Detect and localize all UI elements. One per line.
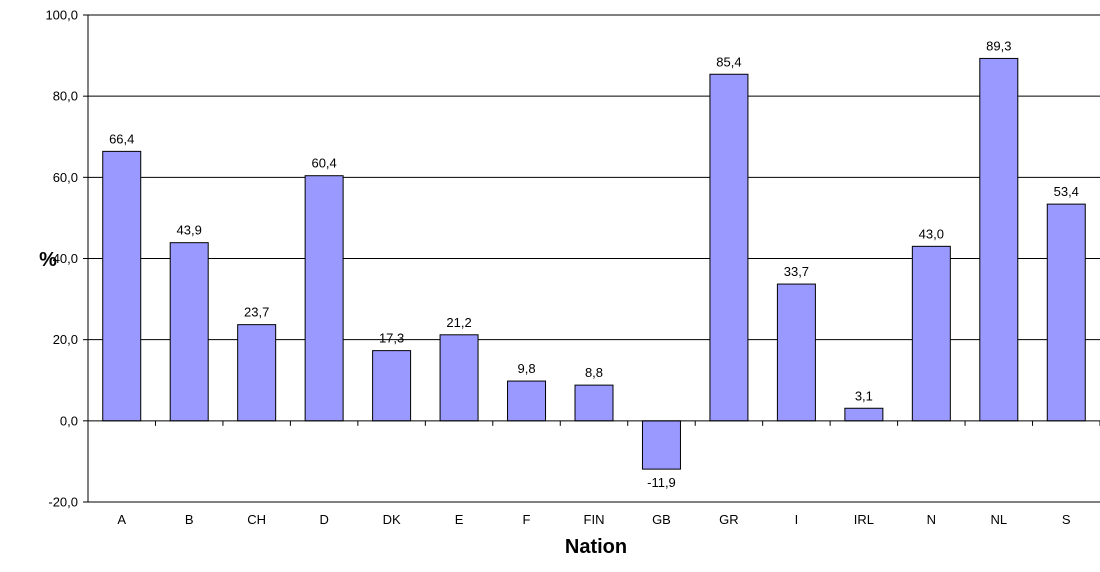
- bar-gr: [709, 73, 749, 422]
- data-label: 66,4: [109, 131, 134, 146]
- data-label: 53,4: [1054, 184, 1079, 199]
- bar-b: [169, 242, 209, 422]
- data-label: 33,7: [784, 264, 809, 279]
- bar-a: [102, 150, 142, 422]
- data-label: 21,2: [446, 315, 471, 330]
- bar-s: [1046, 203, 1086, 422]
- x-tick-label: IRL: [854, 512, 874, 527]
- data-label: 8,8: [585, 365, 603, 380]
- x-tick-label: F: [523, 512, 531, 527]
- data-label: 3,1: [855, 388, 873, 403]
- y-tick-label: -20,0: [48, 495, 78, 510]
- data-label: 60,4: [311, 156, 336, 171]
- y-tick-label: 60,0: [53, 170, 78, 185]
- bar-i: [776, 283, 816, 422]
- y-axis-title: %: [39, 249, 57, 271]
- y-tick-label: 80,0: [53, 89, 78, 104]
- bar-fin: [574, 384, 614, 422]
- x-tick-label: B: [185, 512, 194, 527]
- x-tick-label: E: [455, 512, 464, 527]
- x-tick-label: S: [1062, 512, 1071, 527]
- data-label: 85,4: [716, 54, 741, 69]
- y-tick-labels: -20,0 0,0 20,0 40,0 60,0 80,0 100,0: [45, 8, 78, 510]
- data-label: 17,3: [379, 331, 404, 346]
- bar-e: [439, 334, 479, 422]
- bar-d: [304, 175, 344, 422]
- x-tick-label: D: [319, 512, 328, 527]
- y-tick-label: 40,0: [53, 251, 78, 266]
- bar-f: [507, 380, 547, 422]
- x-tick-label: GR: [719, 512, 739, 527]
- x-tick-labels: A B CH D DK E F FIN GB GR I IRL N NL S: [117, 512, 1071, 527]
- x-tick-label: FIN: [584, 512, 605, 527]
- y-tick-label: 0,0: [60, 413, 78, 428]
- bars: [102, 57, 1086, 470]
- x-tick-label: DK: [383, 512, 401, 527]
- x-axis-title: Nation: [565, 536, 627, 558]
- data-label: 89,3: [986, 38, 1011, 53]
- bar-nl: [979, 57, 1019, 422]
- data-label: 43,0: [919, 226, 944, 241]
- data-labels: 66,4 43,9 23,7 60,4 17,3 21,2 9,8 8,8 -11,9 85,4 3…: [109, 38, 1079, 490]
- y-tick-label: 20,0: [53, 332, 78, 347]
- y-tick-label: 100,0: [45, 8, 78, 23]
- x-tick-label: I: [795, 512, 799, 527]
- data-label: 9,8: [517, 361, 535, 376]
- data-label: 23,7: [244, 305, 269, 320]
- x-tick-label: GB: [652, 512, 671, 527]
- x-tick-label: CH: [247, 512, 266, 527]
- data-label: 43,9: [177, 223, 202, 238]
- x-tick-label: NL: [990, 512, 1007, 527]
- x-tick-label: A: [117, 512, 126, 527]
- x-tick-label: N: [927, 512, 936, 527]
- bar-n: [911, 245, 951, 422]
- bar-irl: [844, 407, 884, 422]
- axes: [83, 14, 1100, 503]
- bar-ch: [237, 324, 277, 422]
- bar-dk: [372, 350, 412, 422]
- data-label: -11,9: [647, 475, 676, 490]
- bar-gb: [641, 420, 681, 470]
